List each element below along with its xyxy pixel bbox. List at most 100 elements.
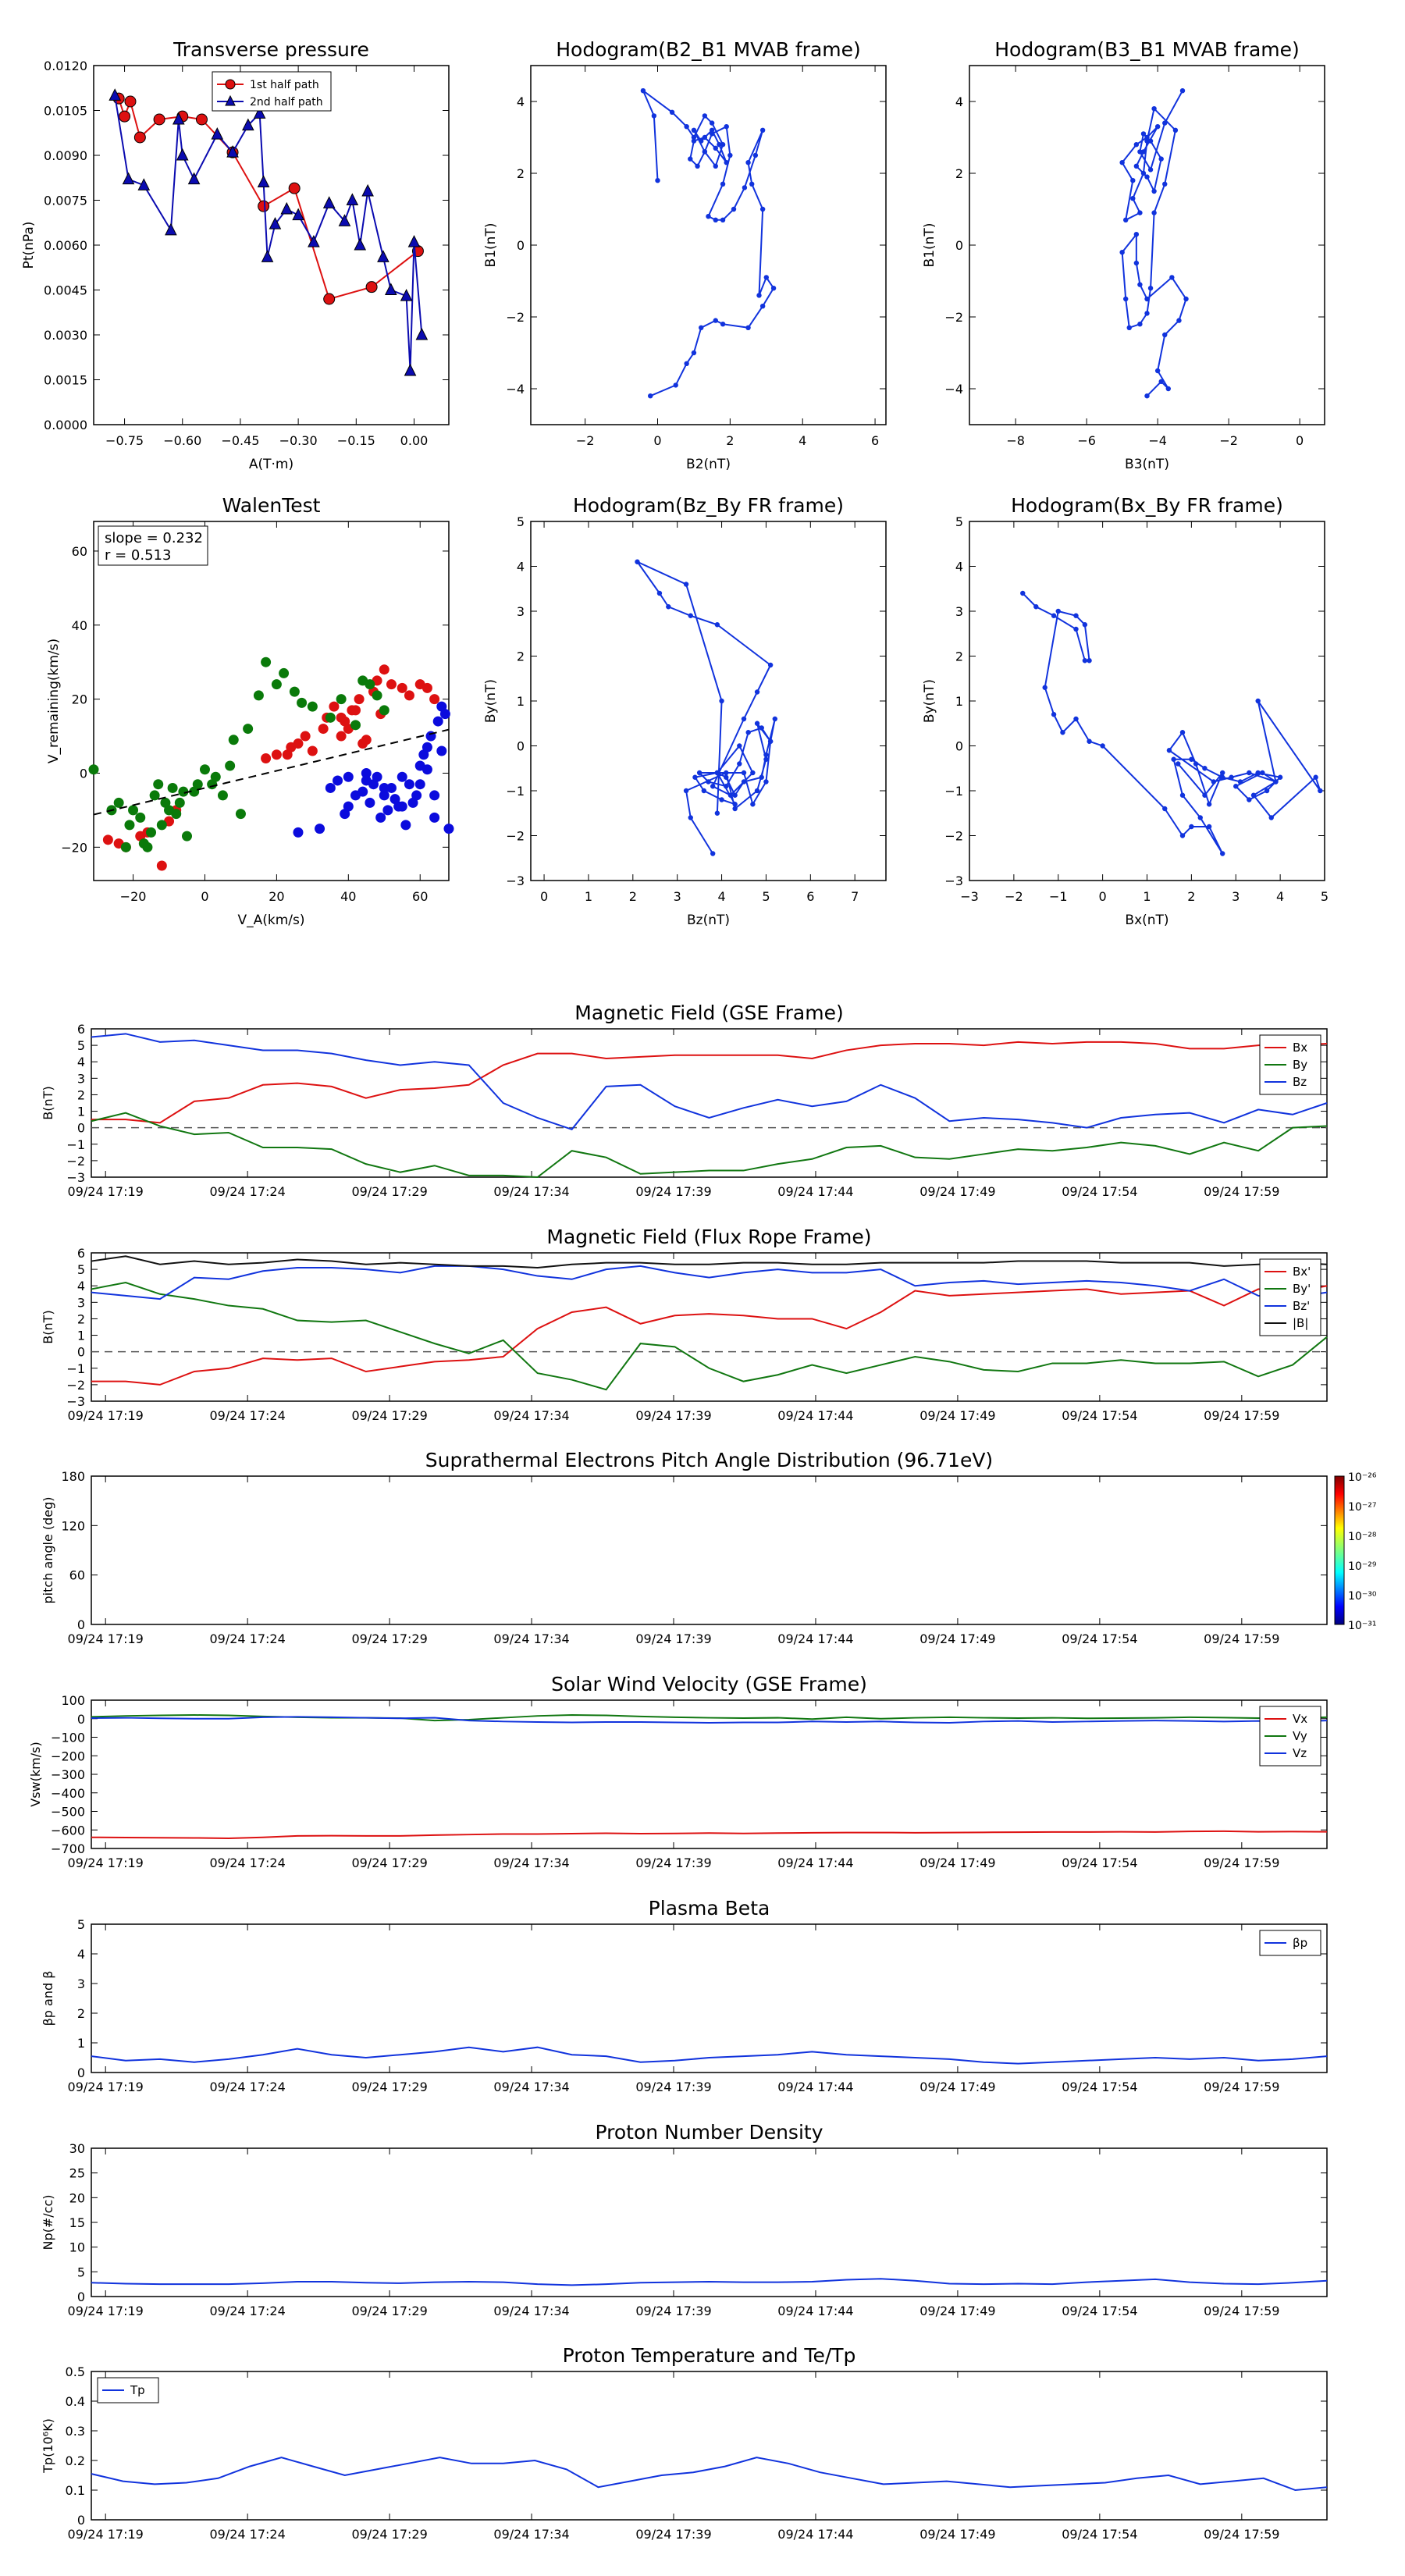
data-point [308, 235, 320, 247]
hodogram-point [1051, 613, 1057, 618]
x-tick-label: 09/24 17:49 [919, 2080, 995, 2094]
hodogram-point [713, 163, 718, 169]
y-tick-label: 0.0030 [44, 328, 87, 343]
hodogram-point [1151, 106, 1157, 112]
legend-label: Vz [1293, 1746, 1307, 1760]
hodogram-point [1206, 824, 1212, 830]
hodogram-point [1055, 608, 1061, 614]
walen-point-red [102, 834, 113, 845]
chart-title: Hodogram(B3_B1 MVAB frame) [994, 38, 1300, 61]
x-tick-label: 40 [340, 889, 356, 904]
hodogram-point [1247, 797, 1252, 802]
x-tick-label: 09/24 17:34 [493, 1408, 569, 1423]
x-tick-label: 09/24 17:59 [1204, 2304, 1279, 2318]
x-tick-label: 09/24 17:54 [1062, 1408, 1137, 1423]
x-tick-label: −3 [960, 889, 979, 904]
hodogram-point [713, 145, 718, 151]
walen-point-red [350, 705, 361, 716]
x-tick-label: 2 [629, 889, 637, 904]
hodogram-point [741, 770, 747, 776]
hodogram-point [713, 318, 718, 323]
walen-point-blue [315, 824, 325, 834]
hodogram-point [1219, 851, 1225, 856]
x-tick-label: 09/24 17:24 [209, 1408, 285, 1423]
hodogram-point [1060, 730, 1065, 735]
hodogram-point [750, 802, 756, 807]
data-point [257, 175, 270, 187]
hodogram-point [669, 109, 675, 115]
hodogram-point [732, 806, 738, 812]
x-tick-label: −2 [1005, 889, 1023, 904]
y-tick-label: 2 [77, 2006, 85, 2021]
y-tick-label: −2 [66, 1154, 85, 1169]
data-point [354, 237, 367, 251]
x-tick-label: 09/24 17:49 [919, 1631, 995, 1646]
chart-title: Magnetic Field (Flux Rope Frame) [546, 1226, 871, 1248]
walen-point-blue [293, 827, 304, 838]
x-tick-label: 09/24 17:39 [635, 2080, 711, 2094]
x-tick-label: 1 [1143, 889, 1151, 904]
hodogram-point [1202, 792, 1208, 798]
legend-label: 1st half path [250, 79, 319, 91]
y-axis-label: V_remaining(km/s) [46, 639, 62, 763]
x-tick-label: 09/24 17:34 [493, 2080, 569, 2094]
x-tick-label: 09/24 17:19 [68, 2304, 144, 2318]
y-tick-label: 0 [80, 766, 87, 781]
data-point [242, 118, 254, 131]
hodogram-point [754, 689, 760, 695]
y-tick-label: 0 [955, 238, 963, 253]
x-tick-label: 4 [799, 433, 806, 448]
series-line-Bz' [91, 1265, 1328, 1300]
hodogram-point [684, 124, 689, 130]
walen-point-green [235, 809, 246, 820]
x-tick-label: −1 [1049, 889, 1068, 904]
legend-label: By' [1293, 1282, 1311, 1296]
data-point [153, 113, 165, 126]
data-point [338, 214, 351, 226]
y-tick-label: 180 [61, 1469, 85, 1484]
hodogram-point [1140, 149, 1147, 155]
x-tick-label: 09/24 17:49 [919, 1184, 995, 1199]
y-tick-label: 0.0015 [44, 373, 87, 388]
hodogram-point [1126, 325, 1132, 330]
walen-point-red [404, 690, 414, 701]
colorbar-label: 10⁻³⁰ [1348, 1590, 1377, 1603]
x-tick-label: 09/24 17:24 [209, 2080, 285, 2094]
chart-title: Hodogram(Bz_By FR frame) [573, 494, 844, 517]
hodogram-point [1169, 275, 1175, 280]
y-tick-label: 2 [517, 166, 525, 181]
hodogram-point [763, 275, 769, 280]
x-tick-label: 0 [1296, 433, 1304, 448]
y-tick-label: 1 [955, 694, 963, 709]
x-tick-label: 20 [269, 889, 284, 904]
walen-point-blue [397, 801, 407, 812]
x-tick-label: 09/24 17:44 [777, 2527, 853, 2542]
y-axis-label: B1(nT) [483, 223, 499, 268]
walen-point-blue [325, 782, 336, 793]
hodogram-point [1033, 604, 1039, 610]
x-tick-label: −0.45 [221, 433, 259, 448]
hodogram-point [763, 756, 769, 762]
x-tick-label: 09/24 17:44 [777, 2304, 853, 2318]
series-line-Bx' [91, 1285, 1328, 1386]
hodogram-point [1255, 698, 1261, 704]
walen-point-green [289, 686, 300, 697]
hodogram-point [717, 142, 722, 148]
x-tick-label: 09/24 17:39 [635, 2527, 711, 2542]
walen-point-green [372, 690, 382, 701]
hodogram-point [720, 142, 726, 148]
walen-point-green [113, 797, 124, 808]
walen-point-green [228, 735, 239, 745]
walen-point-green [135, 812, 146, 823]
y-tick-label: 10 [69, 2240, 85, 2255]
hodogram-point [688, 613, 693, 618]
walen-point-red [354, 694, 365, 705]
data-point [346, 193, 359, 205]
x-tick-label: 09/24 17:24 [209, 1184, 285, 1199]
y-tick-label: 0 [517, 238, 525, 253]
hodogram-point [1193, 761, 1199, 767]
hodogram-point [1147, 167, 1154, 173]
hodogram-point [640, 88, 646, 94]
hodogram-point [651, 113, 657, 119]
y-tick-label: 4 [77, 1279, 85, 1293]
